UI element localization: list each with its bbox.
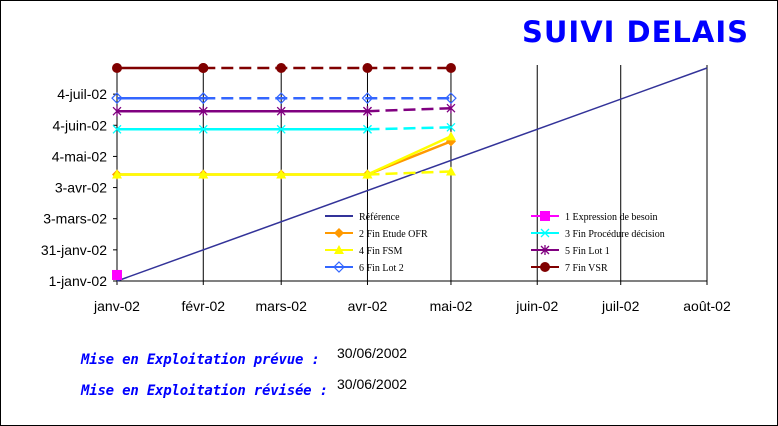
- x-tick-label: janv-02: [93, 298, 140, 314]
- series-dashed-line: [367, 126, 452, 131]
- legend-item: 3 Fin Procédure décision: [531, 228, 665, 240]
- data-point-marker: [540, 211, 550, 221]
- data-point-marker: [445, 92, 457, 105]
- y-tick-label: 4-juil-02: [57, 86, 107, 102]
- legend-item: 5 Fin Lot 1: [531, 245, 610, 257]
- legend-label: 4 Fin FSM: [359, 246, 402, 257]
- y-tick-label: 31-janv-02: [41, 242, 107, 258]
- series-1-expression-de-besoin: [112, 269, 122, 280]
- data-point-marker: [362, 63, 373, 74]
- data-point-marker: [445, 166, 456, 176]
- data-point-marker: [333, 261, 345, 273]
- data-point-marker: [362, 169, 373, 179]
- data-point-marker: [112, 63, 122, 74]
- x-tick-label: juin-02: [515, 298, 558, 314]
- legend-label: 3 Fin Procédure décision: [565, 229, 665, 240]
- series-dashed-line: [367, 170, 452, 176]
- data-point-marker: [112, 269, 122, 280]
- data-point-marker: [197, 92, 210, 105]
- data-point-marker: [275, 92, 288, 105]
- y-tick-label: 4-juin-02: [53, 117, 108, 133]
- data-point-marker: [111, 92, 123, 105]
- data-point-marker: [361, 92, 374, 105]
- revised-date-label: Mise en Exploitation révisée :: [81, 383, 328, 399]
- data-point-marker: [363, 106, 372, 117]
- series-7-fin-vsr: [112, 63, 456, 74]
- legend-item: 4 Fin FSM: [325, 245, 402, 257]
- x-tick-label: août-02: [683, 298, 731, 314]
- x-tick-label: juil-02: [601, 298, 640, 314]
- y-tick-label: 4-mai-02: [52, 148, 107, 164]
- data-point-marker: [540, 245, 550, 255]
- data-point-marker: [198, 106, 208, 117]
- data-point-marker: [363, 124, 372, 134]
- legend-label: Référence: [359, 212, 400, 223]
- data-point-marker: [276, 124, 286, 134]
- data-point-marker: [334, 228, 344, 238]
- chart-title: SUIVI DELAIS: [522, 15, 750, 49]
- series-dashed-line: [367, 106, 452, 113]
- series-3-fin-proc-dure-d-cision: [112, 122, 456, 134]
- data-point-marker: [334, 245, 344, 254]
- legend-label: 6 Fin Lot 2: [359, 263, 404, 274]
- y-tick-label: 3-avr-02: [55, 180, 107, 196]
- legend-label: 5 Fin Lot 1: [565, 246, 610, 257]
- legend-item: 1 Expression de besoin: [531, 211, 658, 223]
- data-point-marker: [112, 169, 122, 179]
- x-tick-label: mars-02: [256, 298, 308, 314]
- legend-label: 2 Fin Etude OFR: [359, 229, 428, 240]
- data-point-marker: [540, 262, 550, 272]
- data-point-marker: [276, 63, 287, 74]
- data-point-marker: [198, 124, 208, 134]
- legend-item: 2 Fin Etude OFR: [325, 228, 428, 240]
- y-tick-label: 1-janv-02: [49, 273, 108, 289]
- planned-date-value: 30/06/2002: [337, 345, 408, 361]
- legend-label: 7 Fin VSR: [565, 263, 608, 274]
- series-solid-line: [117, 135, 452, 176]
- data-point-marker: [445, 131, 456, 141]
- x-tick-label: avr-02: [348, 298, 388, 314]
- data-point-marker: [445, 63, 456, 74]
- legend-item: Référence: [325, 212, 400, 223]
- series-6-fin-lot-2: [111, 92, 457, 105]
- x-tick-label: mai-02: [430, 298, 473, 314]
- planned-date-row: Mise en Exploitation prévue : 30/06/2002: [81, 345, 407, 369]
- planned-date-label: Mise en Exploitation prévue :: [81, 352, 320, 368]
- data-point-marker: [540, 228, 550, 238]
- series-r-f-rence: [116, 67, 708, 282]
- series-4-fin-fsm: [112, 131, 456, 179]
- series-5-fin-lot-1: [112, 103, 456, 117]
- legend-item: 7 Fin VSR: [531, 262, 608, 274]
- data-point-marker: [112, 124, 122, 134]
- data-point-marker: [112, 106, 122, 117]
- data-point-marker: [276, 106, 286, 117]
- revised-date-row: Mise en Exploitation révisée : 30/06/200…: [81, 376, 407, 400]
- legend-item: 6 Fin Lot 2: [325, 261, 404, 274]
- data-point-marker: [198, 169, 209, 179]
- series-solid-line: [116, 67, 708, 282]
- x-tick-label: févr-02: [181, 298, 225, 314]
- y-tick-label: 3-mars-02: [43, 211, 107, 227]
- legend-label: 1 Expression de besoin: [565, 212, 658, 223]
- data-point-marker: [276, 169, 287, 179]
- data-point-marker: [446, 103, 456, 114]
- data-point-marker: [446, 122, 456, 132]
- revised-date-value: 30/06/2002: [337, 376, 408, 392]
- data-point-marker: [198, 63, 209, 74]
